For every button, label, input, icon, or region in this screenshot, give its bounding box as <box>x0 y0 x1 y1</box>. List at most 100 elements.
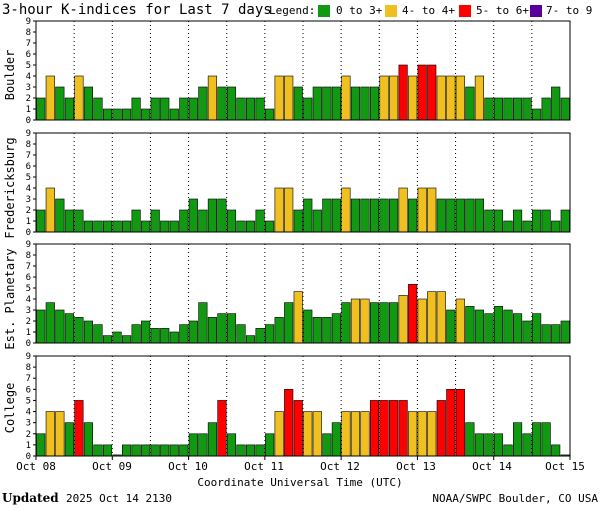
y-tick-label: 3 <box>26 419 31 429</box>
panel-label-est-planetary: Est. Planetary <box>3 248 17 349</box>
k-index-bar <box>150 97 160 121</box>
k-index-bar <box>512 209 523 233</box>
k-index-bar <box>551 86 561 121</box>
panel-label-fredericksburg: Fredericksburg <box>3 137 17 238</box>
k-index-bar <box>112 220 122 233</box>
k-index-bar <box>379 75 389 121</box>
k-index-bar <box>446 309 456 344</box>
k-index-bar <box>331 422 341 457</box>
updated-label: Updated <box>2 491 59 505</box>
k-index-bar <box>522 97 532 121</box>
k-index-bar <box>560 209 570 233</box>
k-index-bar <box>236 324 246 344</box>
k-index-bar <box>102 108 113 121</box>
k-index-bar <box>389 75 399 121</box>
y-tick-label: 1 <box>26 441 31 451</box>
k-index-bar <box>293 400 303 457</box>
k-index-bar <box>408 284 418 344</box>
k-index-bar <box>503 444 513 457</box>
k-index-bar <box>474 309 484 344</box>
k-index-bar <box>45 187 55 233</box>
k-index-bar <box>64 313 74 344</box>
k-index-bar <box>503 220 513 233</box>
k-index-bar <box>141 108 151 121</box>
k-index-bar <box>226 86 237 121</box>
k-index-bar <box>455 75 465 121</box>
x-axis-label: Coordinate Universal Time (UTC) <box>197 476 402 489</box>
k-index-bar <box>226 209 237 233</box>
k-index-bar <box>64 209 74 233</box>
panel-border <box>35 355 571 457</box>
k-index-bar <box>122 108 132 121</box>
k-index-bar <box>236 220 246 233</box>
k-index-bar <box>179 444 189 457</box>
legend-item-purple: 7- to 9 <box>546 4 592 17</box>
k-index-bar <box>312 317 322 344</box>
k-index-bar <box>64 422 74 457</box>
k-index-bar <box>360 298 370 344</box>
k-index-bar <box>198 302 208 344</box>
y-tick-label: 5 <box>26 284 31 294</box>
k-index-bar <box>36 309 46 344</box>
k-index-bar <box>350 198 361 233</box>
y-tick-label: 2 <box>26 317 31 327</box>
k-index-bar <box>408 198 418 233</box>
k-index-bar <box>532 209 542 233</box>
y-tick-label: 7 <box>26 39 31 49</box>
panel-border <box>35 20 571 121</box>
k-index-bar <box>465 198 475 233</box>
k-index-bar <box>331 198 341 233</box>
k-index-bar <box>293 86 303 121</box>
k-index-bar <box>141 320 151 344</box>
x-tick-label: Oct 12 <box>320 460 360 473</box>
k-index-bar <box>465 306 475 344</box>
k-index-bar <box>284 187 294 233</box>
y-tick-label: 9 <box>26 129 31 139</box>
k-index-bar <box>541 97 551 121</box>
k-index-bar <box>436 291 446 344</box>
y-tick-label: 7 <box>26 262 31 272</box>
k-index-bar <box>74 400 84 457</box>
source-credit: NOAA/SWPC Boulder, CO USA <box>432 492 598 505</box>
k-index-bar <box>179 97 189 121</box>
y-tick-label: 6 <box>26 162 31 172</box>
k-index-bar <box>379 198 389 233</box>
y-tick-label: 9 <box>26 240 31 250</box>
k-index-bar <box>312 209 322 233</box>
k-index-bar <box>446 198 456 233</box>
k-index-bar <box>36 97 46 121</box>
k-index-bar <box>379 400 389 457</box>
k-index-bar <box>274 411 284 457</box>
k-index-bar <box>522 320 532 344</box>
k-index-bar <box>417 64 427 121</box>
k-index-bar <box>369 302 380 344</box>
chart-title: 3-hour K-indices for Last 7 days <box>2 2 272 18</box>
y-tick-label: 0 <box>26 452 31 462</box>
k-index-bar <box>217 313 227 344</box>
k-index-bar <box>265 433 275 457</box>
k-index-bar <box>350 298 361 344</box>
y-tick-label: 7 <box>26 151 31 161</box>
k-index-bar <box>341 411 351 457</box>
k-index-bar <box>245 220 256 233</box>
y-tick-label: 2 <box>26 94 31 104</box>
x-tick-label: Oct 11 <box>244 460 284 473</box>
k-index-bar <box>93 324 103 344</box>
k-index-bar <box>188 433 198 457</box>
k-index-bar <box>217 198 227 233</box>
y-tick-label: 3 <box>26 306 31 316</box>
y-tick-label: 0 <box>26 116 31 126</box>
k-index-bar <box>83 320 94 344</box>
k-index-bar <box>131 324 141 344</box>
k-index-bar <box>293 209 303 233</box>
k-index-bar <box>408 411 418 457</box>
k-index-bar <box>312 86 322 121</box>
k-index-bar <box>446 389 456 457</box>
k-index-bar <box>369 198 380 233</box>
k-index-bar <box>417 187 427 233</box>
x-tick-label: Oct 13 <box>396 460 436 473</box>
y-tick-label: 0 <box>26 339 31 349</box>
k-index-bar <box>408 75 418 121</box>
